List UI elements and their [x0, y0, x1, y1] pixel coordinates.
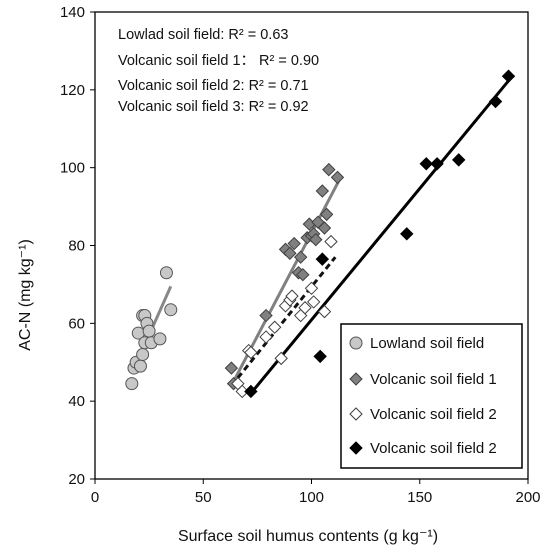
- data-point: [133, 359, 147, 373]
- data-point: [259, 308, 273, 323]
- data-point: [324, 234, 338, 249]
- x-tick-label: 150: [407, 489, 432, 506]
- data-point: [267, 320, 282, 334]
- data-point: [298, 301, 312, 315]
- data-points: [125, 69, 516, 399]
- data-point: [296, 267, 310, 282]
- data-point: [142, 324, 156, 338]
- data-point: [319, 207, 334, 222]
- data-point: [317, 221, 332, 235]
- data-point: [313, 349, 327, 364]
- data-point: [136, 347, 150, 361]
- y-tick-label: 60: [68, 315, 85, 332]
- r2-annotation: Volcanic soil field 2: R² = 0.71: [118, 78, 309, 94]
- x-tick-label: 0: [91, 489, 99, 506]
- y-tick-label: 40: [68, 393, 85, 410]
- data-point: [164, 303, 178, 317]
- data-point: [306, 295, 321, 309]
- data-point: [304, 281, 319, 296]
- data-point: [330, 170, 345, 185]
- data-point: [430, 157, 444, 171]
- data-point: [322, 162, 336, 177]
- x-axis-label: Surface soil humus contents (g kg⁻¹): [178, 528, 438, 545]
- x-tick-label: 200: [515, 489, 540, 506]
- legend: Lowland soil field Volcanic soil field 1…: [340, 323, 523, 469]
- r2-annotation: Volcanic soil field 1： R² = 0.90: [118, 53, 319, 69]
- data-point: [315, 252, 330, 266]
- data-point: [274, 351, 288, 366]
- data-point: [224, 361, 239, 375]
- legend-marker: [349, 407, 363, 421]
- legend-entry-label: Volcanic soil field 2: [370, 440, 497, 457]
- y-tick-label: 140: [60, 4, 85, 21]
- legend-marker: [349, 441, 363, 455]
- r2-annotations: Lowlad soil field: R² = 0.63 Volcanic so…: [118, 27, 319, 115]
- trend-line: [249, 77, 512, 395]
- plot-area-frame: [94, 11, 529, 480]
- y-tick-label: 80: [68, 238, 85, 255]
- data-point: [259, 330, 273, 344]
- trend-line: [236, 256, 337, 379]
- data-point: [293, 250, 308, 264]
- y-tick-label: 120: [60, 82, 85, 99]
- data-point: [159, 266, 173, 280]
- r2-annotation: Volcanic soil field 3: R² = 0.92: [118, 99, 309, 115]
- data-point: [244, 384, 258, 399]
- legend-entry-label: Lowland soil field: [370, 335, 484, 352]
- y-tick-label: 20: [68, 471, 85, 488]
- data-point: [400, 227, 414, 241]
- data-point: [309, 232, 323, 247]
- legend-frame: [340, 323, 523, 469]
- data-point: [501, 69, 516, 83]
- data-point: [244, 345, 258, 360]
- data-point: [452, 153, 466, 167]
- data-point: [315, 184, 330, 198]
- y-tick-label: 100: [60, 160, 85, 177]
- data-point: [125, 377, 139, 391]
- x-tick-label: 100: [299, 489, 324, 506]
- data-point: [283, 246, 297, 260]
- data-point: [488, 94, 503, 109]
- axis-ticks: 0 50 100 150 200 20 40 60 80 100 120 140: [60, 4, 541, 506]
- data-point: [419, 157, 433, 171]
- data-point: [285, 289, 299, 303]
- data-point: [153, 332, 167, 346]
- x-tick-label: 50: [195, 489, 212, 506]
- data-point: [317, 304, 332, 319]
- r2-annotation: Lowlad soil field: R² = 0.63: [118, 27, 288, 43]
- legend-marker: [349, 336, 363, 350]
- legend-entry-label: Volcanic soil field 1: [370, 371, 497, 388]
- y-axis-label: AC-N (mg kg⁻¹): [17, 239, 34, 351]
- legend-marker: [349, 372, 363, 386]
- data-point: [287, 236, 301, 251]
- legend-entry-label: Volcanic soil field 2: [370, 406, 497, 423]
